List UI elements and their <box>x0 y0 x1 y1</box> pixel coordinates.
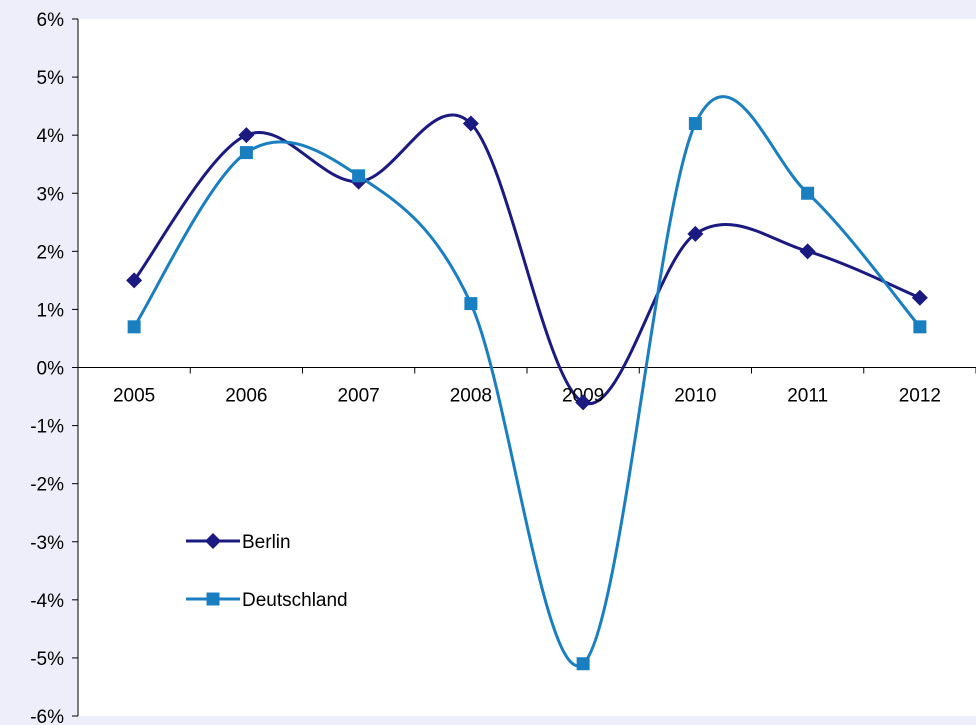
data-point-deutschland <box>127 320 141 334</box>
x-tick-label: 2011 <box>787 386 828 407</box>
y-tick-label: -2% <box>30 475 64 496</box>
y-tick-label: 2% <box>37 242 65 263</box>
x-tick-label: 2012 <box>899 386 941 407</box>
y-tick-label: 5% <box>37 68 65 89</box>
y-tick-label: -1% <box>30 417 64 438</box>
series-line-berlin <box>132 113 921 406</box>
x-tick-label: 2007 <box>337 386 379 407</box>
data-point-berlin <box>799 243 816 260</box>
data-point-deutschland <box>464 297 478 311</box>
x-tick-label: 2005 <box>113 386 155 407</box>
y-tick-label: -5% <box>30 649 64 670</box>
y-tick-label: 1% <box>37 300 65 321</box>
data-point-berlin <box>911 289 928 306</box>
legend-label-deutschland: Deutschland <box>242 590 348 611</box>
y-tick-label: 0% <box>37 359 65 380</box>
data-point-deutschland <box>801 186 815 200</box>
data-point-berlin <box>575 394 592 411</box>
y-tick-label: 3% <box>37 184 65 205</box>
data-point-deutschland <box>239 146 253 160</box>
data-point-berlin <box>126 272 143 289</box>
data-point-deutschland <box>688 117 702 131</box>
legend-marker-berlin <box>205 533 221 549</box>
data-point-deutschland <box>352 169 366 183</box>
x-tick-label: 2010 <box>674 386 716 407</box>
data-point-berlin <box>687 225 704 242</box>
x-tick-label: 2006 <box>225 386 267 407</box>
y-tick-label: -3% <box>30 533 64 554</box>
y-tick-label: -4% <box>30 591 64 612</box>
y-tick-label: -6% <box>30 707 64 725</box>
data-point-berlin <box>462 115 479 132</box>
x-tick-label: 2008 <box>450 386 492 407</box>
y-tick-label: 4% <box>37 126 65 147</box>
y-tick-label: 6% <box>37 10 65 31</box>
data-point-deutschland <box>913 320 927 334</box>
legend-label-berlin: Berlin <box>242 532 291 553</box>
data-point-berlin <box>238 127 255 144</box>
legend-marker-deutschland <box>206 592 220 606</box>
data-point-deutschland <box>576 657 590 671</box>
series-line-deutschland <box>132 95 922 668</box>
